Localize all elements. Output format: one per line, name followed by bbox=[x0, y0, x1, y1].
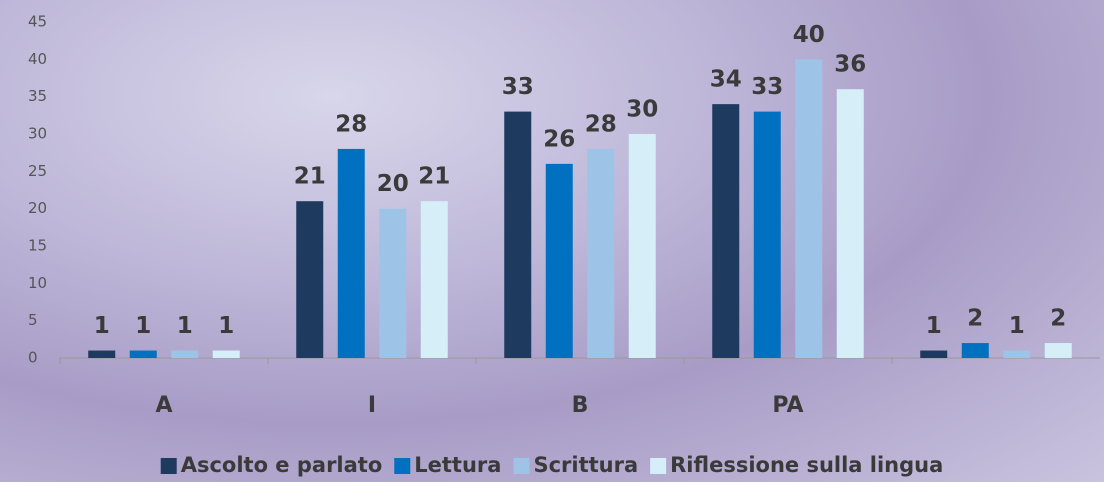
y-tick-label: 0 bbox=[28, 349, 38, 367]
data-label: 30 bbox=[626, 97, 658, 123]
data-label: 21 bbox=[294, 164, 326, 190]
legend-label: Lettura bbox=[414, 453, 501, 477]
bar bbox=[712, 104, 740, 358]
data-label: 21 bbox=[418, 164, 450, 190]
bar bbox=[628, 134, 656, 358]
bar bbox=[545, 163, 573, 358]
data-label: 26 bbox=[543, 126, 575, 152]
legend-swatch bbox=[650, 458, 667, 474]
y-tick-label: 10 bbox=[28, 274, 47, 292]
x-tick-label: PA bbox=[772, 393, 803, 418]
bar bbox=[129, 350, 157, 358]
data-label: 33 bbox=[751, 74, 783, 100]
x-tick-label: I bbox=[368, 393, 376, 418]
bar bbox=[171, 350, 199, 358]
bar bbox=[212, 350, 240, 358]
bar bbox=[296, 201, 324, 358]
data-label: 1 bbox=[177, 313, 193, 339]
legend-label: Riflessione sulla lingua bbox=[670, 453, 943, 477]
data-label: 1 bbox=[1009, 313, 1025, 339]
y-tick-label: 15 bbox=[28, 237, 47, 255]
x-tick-label: A bbox=[155, 393, 172, 418]
bar bbox=[504, 111, 532, 358]
data-label: 1 bbox=[218, 313, 234, 339]
data-label: 20 bbox=[377, 171, 409, 197]
y-tick-label: 25 bbox=[28, 162, 47, 180]
y-tick-label: 5 bbox=[28, 311, 38, 329]
bar bbox=[379, 208, 407, 358]
data-label: 28 bbox=[585, 111, 617, 137]
data-label: 2 bbox=[967, 306, 983, 332]
data-label: 36 bbox=[834, 52, 866, 78]
data-label: 1 bbox=[135, 313, 151, 339]
y-tick-label: 40 bbox=[28, 50, 47, 68]
data-label: 34 bbox=[710, 67, 742, 93]
bar bbox=[88, 350, 116, 358]
bar bbox=[961, 343, 989, 358]
data-label: 28 bbox=[335, 111, 367, 137]
y-tick-label: 30 bbox=[28, 125, 47, 143]
bar bbox=[337, 148, 365, 358]
data-label: 1 bbox=[926, 313, 942, 339]
legend-swatch bbox=[394, 458, 411, 474]
data-label: 33 bbox=[502, 74, 534, 100]
bar bbox=[753, 111, 781, 358]
y-tick-label: 45 bbox=[28, 13, 47, 31]
legend-label: Ascolto e parlato bbox=[181, 453, 383, 477]
bar bbox=[836, 89, 864, 358]
bar bbox=[1003, 350, 1031, 358]
bar bbox=[795, 59, 823, 358]
legend-label: Scrittura bbox=[533, 453, 638, 477]
data-label: 40 bbox=[793, 22, 825, 48]
legend-swatch bbox=[513, 458, 530, 474]
bar bbox=[1044, 343, 1072, 358]
legend-swatch bbox=[160, 458, 177, 474]
x-tick-label: B bbox=[572, 393, 589, 418]
y-tick-label: 35 bbox=[28, 87, 47, 105]
data-label: 1 bbox=[94, 313, 110, 339]
bar bbox=[587, 148, 615, 358]
data-label: 2 bbox=[1050, 306, 1066, 332]
y-tick-label: 20 bbox=[28, 199, 47, 217]
bar bbox=[920, 350, 948, 358]
bar bbox=[420, 201, 448, 358]
